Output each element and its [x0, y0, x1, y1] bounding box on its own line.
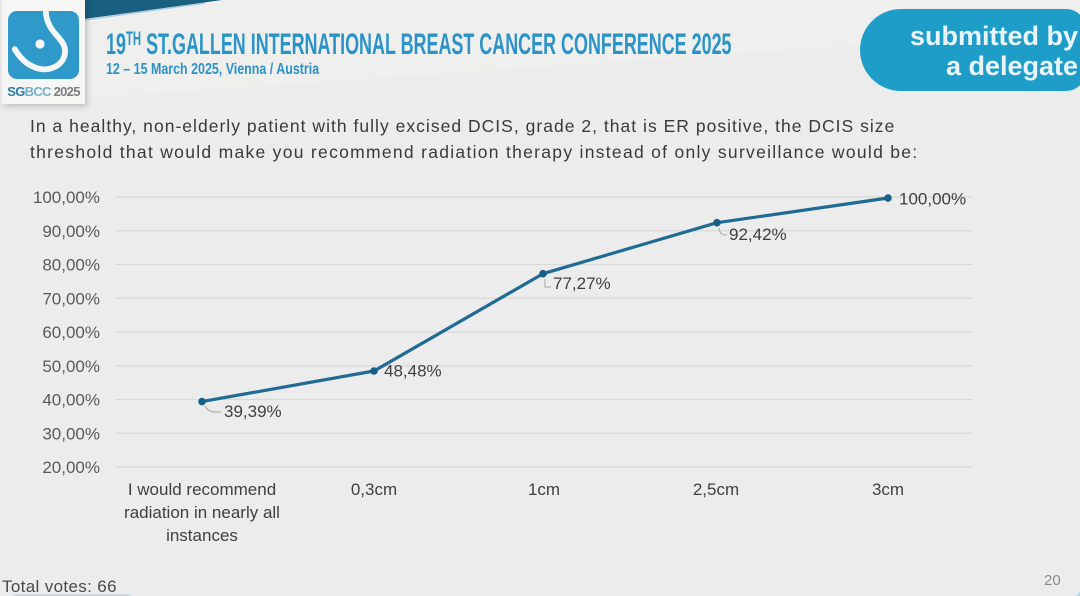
svg-text:70,00%: 70,00% — [42, 289, 100, 308]
svg-text:30,00%: 30,00% — [42, 424, 100, 443]
svg-text:100,00%: 100,00% — [33, 188, 100, 207]
svg-text:1cm: 1cm — [528, 480, 560, 499]
svg-text:0,3cm: 0,3cm — [351, 480, 397, 499]
svg-text:60,00%: 60,00% — [42, 323, 100, 342]
svg-text:90,00%: 90,00% — [42, 222, 100, 241]
svg-text:instances: instances — [166, 526, 238, 545]
svg-text:2,5cm: 2,5cm — [693, 480, 739, 499]
svg-text:80,00%: 80,00% — [42, 256, 100, 275]
svg-text:92,42%: 92,42% — [729, 225, 787, 244]
svg-text:radiation in nearly all: radiation in nearly all — [124, 503, 280, 522]
svg-text:39,39%: 39,39% — [224, 402, 282, 421]
svg-text:77,27%: 77,27% — [553, 274, 611, 293]
svg-text:100,00%: 100,00% — [899, 190, 966, 209]
svg-text:I would recommend: I would recommend — [128, 480, 276, 499]
svg-text:48,48%: 48,48% — [384, 362, 442, 381]
svg-text:40,00%: 40,00% — [42, 391, 100, 410]
svg-text:50,00%: 50,00% — [42, 357, 100, 376]
svg-text:3cm: 3cm — [872, 480, 904, 499]
svg-text:20,00%: 20,00% — [42, 458, 100, 477]
